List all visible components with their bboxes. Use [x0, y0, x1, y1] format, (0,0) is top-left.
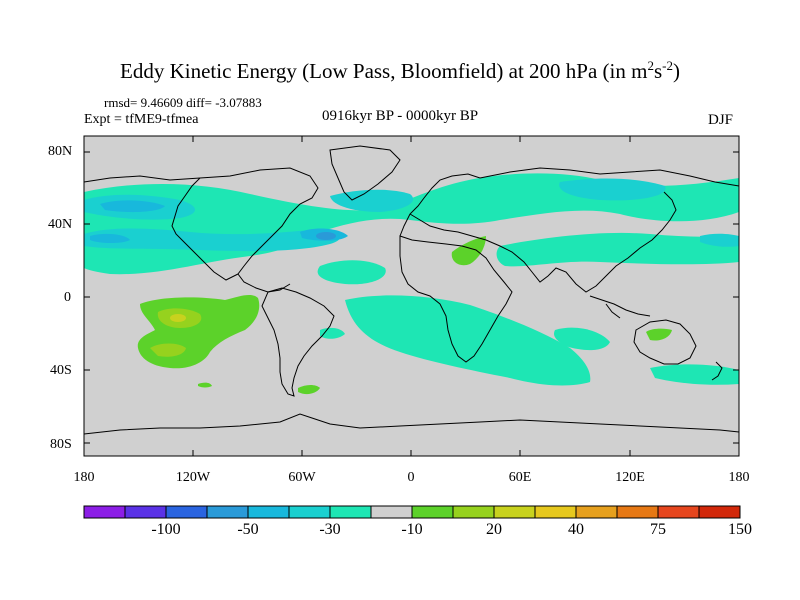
lon-label-120e: 120E: [615, 470, 645, 485]
lon-label-0: 0: [407, 470, 415, 485]
anomaly-fields: [84, 173, 739, 395]
title-text: Eddy Kinetic Energy (Low Pass, Bloomfiel…: [120, 59, 648, 83]
sw-pacific-patch: [650, 364, 739, 385]
lon-label-180e: 180: [728, 470, 750, 485]
blue-contours: [316, 232, 336, 240]
south-pacific-small: [198, 382, 212, 388]
title-s: s: [653, 59, 663, 83]
asia-core: [559, 178, 666, 201]
southeast-asia-coast: [589, 295, 651, 319]
colorbar-swatch: [575, 505, 618, 519]
greenland-coast: [329, 145, 401, 201]
north-atlantic-core: [330, 189, 414, 212]
stats-text: rmsd= 9.46609 diff= -3.07883: [104, 95, 262, 110]
colorbar-swatch: [288, 505, 331, 519]
colorbar-label-75: 75: [650, 521, 666, 538]
colorbar-label-minus50: -50: [237, 521, 259, 538]
lon-label-180w: 180: [73, 470, 95, 485]
lat-label-0: 0: [64, 290, 71, 305]
colorbar-swatch: [206, 505, 249, 519]
colorbar-swatch: [534, 505, 577, 519]
map-panel: [83, 135, 740, 457]
north-pacific-inner: [100, 200, 165, 213]
lat-label-80s: 80S: [50, 437, 72, 452]
colorbar-swatch: [370, 505, 413, 519]
title-close: ): [672, 59, 680, 83]
nh-indian-band: [496, 232, 739, 267]
lon-label-120w: 120W: [175, 470, 211, 485]
colorbar-label-20: 20: [486, 521, 502, 538]
colorbar: [83, 505, 741, 519]
lat-label-40s: 40S: [50, 363, 72, 378]
title-exp1: 2: [647, 58, 654, 73]
colorbar-swatch: [247, 505, 290, 519]
season-label: DJF: [708, 112, 734, 128]
colorbar-swatch: [411, 505, 454, 519]
colorbar-swatch: [657, 505, 700, 519]
europe-coast: [399, 173, 487, 241]
colorbar-swatch: [124, 505, 167, 519]
sh-indian-patch: [554, 327, 610, 351]
lat-label-80n: 80N: [48, 144, 73, 159]
teal-contours: [84, 178, 739, 252]
colorbar-label-minus100: -100: [151, 521, 181, 538]
atlantic-minimum: [316, 232, 336, 240]
colorbar-swatch: [329, 505, 372, 519]
coastlines: [83, 145, 740, 435]
middle-east-patch: [451, 236, 486, 266]
colorbar-label-40: 40: [568, 521, 584, 538]
title-exp2: -2: [662, 58, 673, 73]
lon-label-60w: 60W: [288, 470, 316, 485]
south-america-coast: [261, 287, 335, 397]
colorbar-swatch: [698, 505, 741, 519]
north-america-coast: [83, 167, 319, 293]
experiment-label: Expt = tfME9-tfmea: [84, 112, 199, 127]
colorbar-label-minus10: -10: [401, 521, 423, 538]
australia-coast: [633, 319, 697, 365]
mid-atlantic-patch: [317, 260, 386, 285]
south-pacific-core2: [150, 343, 186, 357]
period-label: 0916kyr BP - 0000kyr BP: [321, 108, 479, 124]
lat-label-40n: 40N: [48, 217, 73, 232]
plot-title: Eddy Kinetic Energy (Low Pass, Bloomfiel…: [0, 58, 800, 84]
africa-coast: [399, 235, 513, 363]
pacific-inner: [90, 233, 130, 243]
south-pacific-max: [170, 314, 186, 322]
lon-label-60e: 60E: [508, 470, 532, 485]
colorbar-swatch: [83, 505, 126, 519]
antarctica-coast: [83, 413, 740, 435]
sh-atlantic-band: [345, 295, 591, 386]
west-pacific-core: [700, 233, 739, 247]
central-pacific-core: [84, 228, 341, 252]
australia-patch: [646, 328, 672, 341]
colorbar-swatch: [616, 505, 659, 519]
colorbar-label-150: 150: [728, 521, 752, 538]
colorbar-label-minus30: -30: [319, 521, 341, 538]
olive-contours: [170, 314, 186, 322]
south-atlantic-patch: [298, 385, 320, 395]
axis-ticks: [84, 136, 739, 456]
colorbar-swatch: [493, 505, 536, 519]
colorbar-swatch: [165, 505, 208, 519]
colorbar-swatch: [452, 505, 495, 519]
asia-coast: [479, 167, 740, 293]
new-zealand-coast: [711, 361, 723, 381]
